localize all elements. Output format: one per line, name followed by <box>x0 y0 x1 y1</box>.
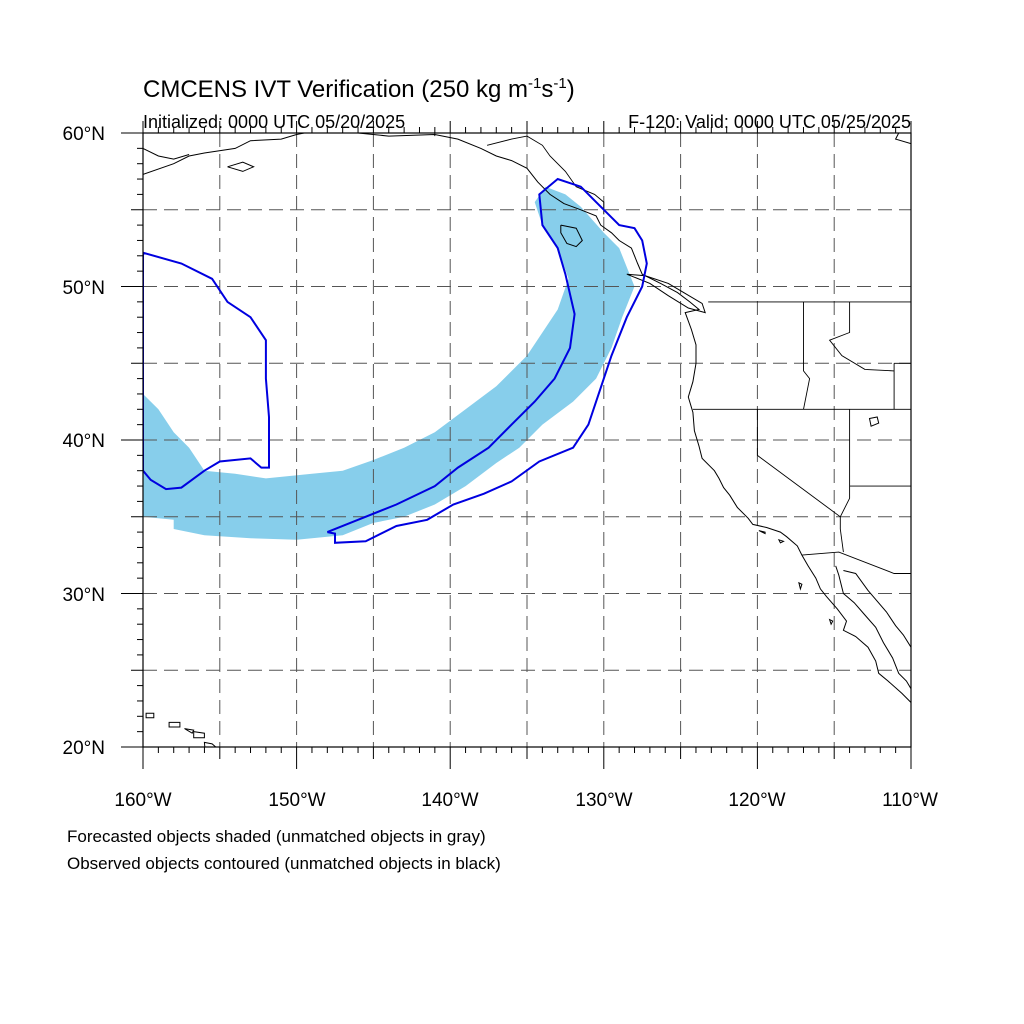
island-outline <box>798 581 803 591</box>
coastline <box>894 133 911 145</box>
coastline <box>143 133 305 175</box>
lat-label: 40°N <box>63 431 105 452</box>
longitude-labels: 160°W 150°W 140°W 130°W 120°W 110°W <box>114 790 938 811</box>
footnote-observed: Observed objects contoured (unmatched ob… <box>67 854 501 873</box>
island-outline <box>193 731 205 739</box>
observed-object-contour <box>326 177 648 544</box>
island-outline <box>145 712 155 719</box>
political-boundaries <box>434 133 911 574</box>
boundary-line <box>801 551 911 574</box>
lon-label: 160°W <box>114 790 171 811</box>
lat-label: 60°N <box>63 124 105 145</box>
forecast-object-shaded <box>143 186 635 540</box>
gridlines <box>143 133 911 747</box>
coastline <box>560 224 583 248</box>
lat-label: 30°N <box>63 585 105 606</box>
island-outline <box>828 618 834 626</box>
lat-label: 50°N <box>63 278 105 299</box>
lon-label: 140°W <box>421 790 478 811</box>
figure-title: CMCENS IVT Verification (250 kg m-1s-1) <box>143 75 575 103</box>
boundary-line <box>756 409 844 553</box>
lat-label: 20°N <box>63 738 105 759</box>
lon-label: 110°W <box>882 790 938 811</box>
island-outline <box>168 721 181 728</box>
coastline <box>227 161 255 172</box>
boundary-line <box>803 301 811 410</box>
coastlines <box>143 133 911 747</box>
island-outline <box>203 741 217 747</box>
latitude-labels: 60°N 50°N 40°N 30°N 20°N <box>63 124 105 759</box>
footnote-forecast: Forecasted objects shaded (unmatched obj… <box>67 827 486 846</box>
coastline <box>835 565 911 689</box>
coastline <box>357 133 911 703</box>
coastline <box>843 570 911 648</box>
coastline <box>143 147 190 160</box>
map-panel <box>143 133 911 747</box>
island-outline <box>777 538 785 544</box>
lon-label: 130°W <box>575 790 632 811</box>
initialized-time: Initialized: 0000 UTC 05/20/2025 <box>143 112 405 132</box>
island-outline <box>758 530 766 535</box>
lon-label: 120°W <box>728 790 785 811</box>
boundary-line <box>839 409 851 518</box>
observed-object-contour <box>143 251 270 491</box>
coastline <box>626 273 706 314</box>
valid-time: F-120: Valid: 0000 UTC 05/25/2025 <box>628 112 911 132</box>
lake-outline <box>868 416 880 427</box>
lon-label: 150°W <box>268 790 325 811</box>
axis-ticks <box>121 121 912 769</box>
boundary-line <box>828 301 895 372</box>
island-outline <box>184 728 195 734</box>
boundary-line <box>486 135 605 215</box>
